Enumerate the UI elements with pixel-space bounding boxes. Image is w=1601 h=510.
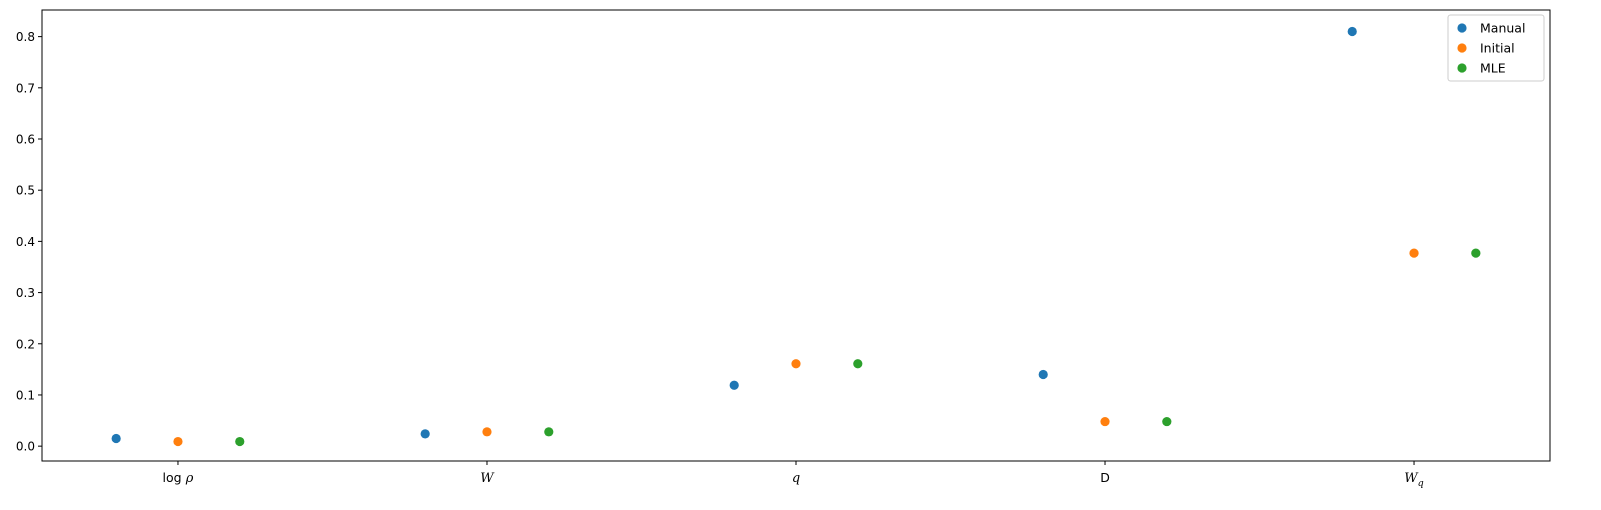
y-tick-label: 0.0 [16,440,35,454]
legend-label-initial: Initial [1480,41,1515,56]
legend-marker-mle [1457,63,1467,73]
y-tick-label: 0.5 [16,184,35,198]
point-initial-D [1100,416,1110,427]
y-tick-label: 0.4 [16,235,35,249]
x-tick-label-D: D [1100,470,1110,485]
legend-label-manual: Manual [1480,21,1525,36]
y-tick-label: 0.1 [16,388,35,402]
point-manual-log-rho [111,433,121,444]
x-tick-label-W-q: Wq [1404,471,1423,489]
point-manual-D [1038,369,1048,380]
point-manual-W-q [1347,26,1357,37]
legend-marker-manual [1457,23,1467,33]
point-initial-log-rho [173,436,183,447]
point-initial-W [482,427,492,437]
point-manual-q [729,380,739,390]
legend-frame [1447,14,1545,82]
point-mle-q [853,359,863,369]
data-points [111,26,1481,447]
point-mle-W-q [1471,248,1481,258]
x-tick-label-W: W [480,471,495,486]
y-tick-label: 0.2 [16,337,35,351]
x-tick-label-log-rho: log ρ [163,470,194,486]
y-tick-label: 0.6 [16,133,35,147]
point-initial-W-q [1409,248,1419,258]
legend-marker-initial [1457,43,1467,53]
y-tick-label: 0.3 [16,286,35,300]
legend: Manual Initial MLE [1447,14,1545,82]
x-tick-label-q: q [792,471,800,486]
point-mle-D [1162,416,1172,427]
point-manual-W [420,429,430,439]
y-tick-label: 0.8 [16,30,35,44]
point-mle-W [544,427,554,437]
point-initial-q [791,359,801,369]
y-axis: 0.0 0.1 0.2 0.3 0.4 0.5 0.6 0.7 0.8 [16,30,42,454]
legend-label-mle: MLE [1480,61,1506,76]
y-tick-label: 0.7 [16,81,35,95]
plot-area [41,9,1551,462]
point-mle-log-rho [235,436,245,447]
